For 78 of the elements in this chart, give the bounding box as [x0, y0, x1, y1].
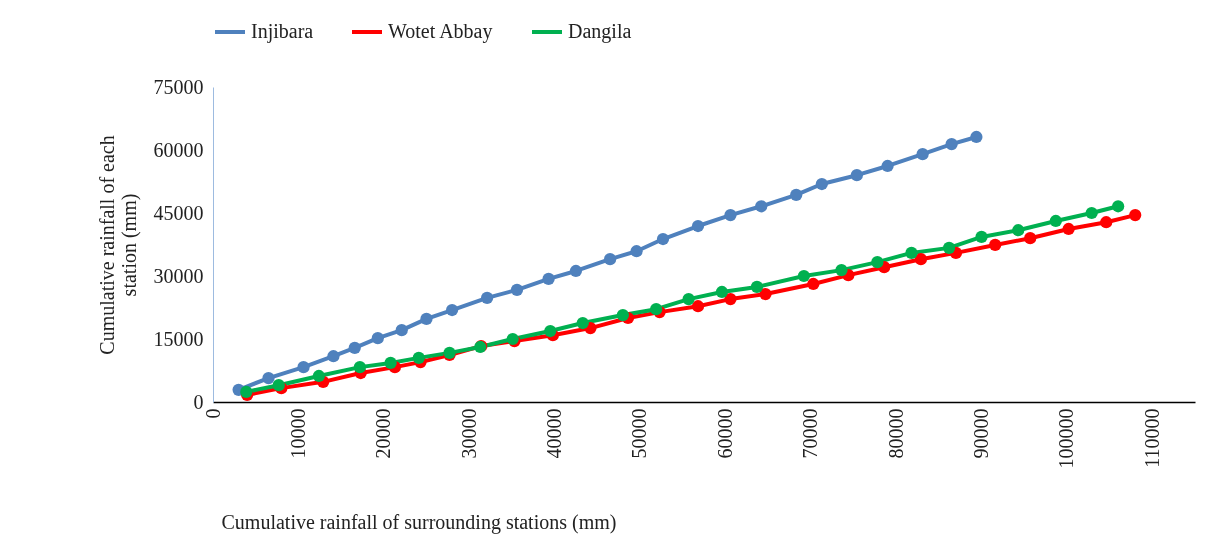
point: [790, 188, 803, 202]
point: [371, 332, 384, 345]
point: [630, 245, 643, 258]
point: [975, 230, 988, 244]
x-tick-label: 50000: [628, 408, 651, 459]
y-tick-label: 75000: [153, 75, 204, 98]
point: [835, 264, 848, 277]
x-tick-label: 90000: [970, 408, 993, 459]
point: [881, 159, 894, 173]
point: [815, 177, 828, 191]
point: [1085, 206, 1098, 220]
point: [480, 291, 494, 304]
point: [656, 232, 670, 246]
point: [542, 272, 555, 286]
x-tick-label: 80000: [884, 408, 907, 459]
point: [759, 287, 772, 301]
point: [916, 148, 929, 161]
point: [348, 341, 361, 354]
x-tick-label: 20000: [372, 408, 395, 459]
point: [327, 350, 340, 363]
x-tick-label: 60000: [713, 408, 736, 459]
point: [989, 238, 1002, 252]
point: [755, 200, 768, 213]
x-tick-label: 100000: [1055, 408, 1078, 469]
point: [569, 264, 583, 278]
point: [412, 351, 425, 365]
y-axis-title: Cumulative rainfall of each station (mm): [95, 135, 141, 355]
x-tick-label: 0: [201, 408, 224, 419]
point: [616, 308, 629, 322]
point: [510, 283, 524, 296]
point: [724, 292, 737, 306]
point: [445, 303, 459, 317]
point: [970, 130, 983, 144]
point: [914, 253, 928, 266]
y-tick-label: 0: [193, 390, 204, 413]
point: [850, 169, 863, 182]
point: [262, 371, 275, 385]
legend-label: Dangila: [568, 20, 632, 43]
point: [942, 241, 956, 254]
point: [905, 246, 918, 260]
x-axis-title: Cumulative rainfall of surrounding stations (mm): [221, 510, 617, 534]
point: [1100, 216, 1113, 229]
x-tick-label: 110000: [1140, 408, 1163, 468]
x-tick-label: 70000: [799, 408, 822, 459]
point: [871, 256, 884, 269]
point: [682, 292, 695, 306]
point: [1024, 232, 1037, 245]
point: [1012, 224, 1025, 237]
point: [384, 356, 397, 370]
point: [1129, 208, 1142, 222]
legend-label: Wotet Abbay: [388, 20, 493, 43]
x-tick-label: 30000: [457, 408, 480, 459]
point: [603, 253, 617, 266]
point: [297, 361, 310, 374]
point: [353, 361, 366, 374]
point: [750, 280, 764, 294]
point: [715, 285, 729, 299]
point: [420, 312, 433, 325]
y-tick-label: 15000: [153, 327, 204, 350]
point: [1112, 200, 1125, 213]
legend-label: Injibara: [251, 20, 314, 43]
y-tick-label: 30000: [153, 264, 204, 287]
point: [724, 208, 737, 222]
point: [691, 219, 705, 233]
point: [945, 138, 958, 151]
point: [1062, 222, 1075, 236]
point: [312, 369, 326, 383]
point: [797, 269, 811, 283]
point: [1049, 214, 1062, 228]
x-tick-label: 40000: [543, 408, 566, 459]
y-tick-label: 60000: [153, 138, 204, 161]
point: [395, 324, 408, 337]
y-tick-label: 45000: [153, 201, 204, 224]
point: [807, 277, 820, 291]
x-tick-label: 10000: [286, 408, 309, 459]
point: [576, 316, 589, 330]
point: [544, 324, 557, 338]
point: [691, 300, 705, 313]
